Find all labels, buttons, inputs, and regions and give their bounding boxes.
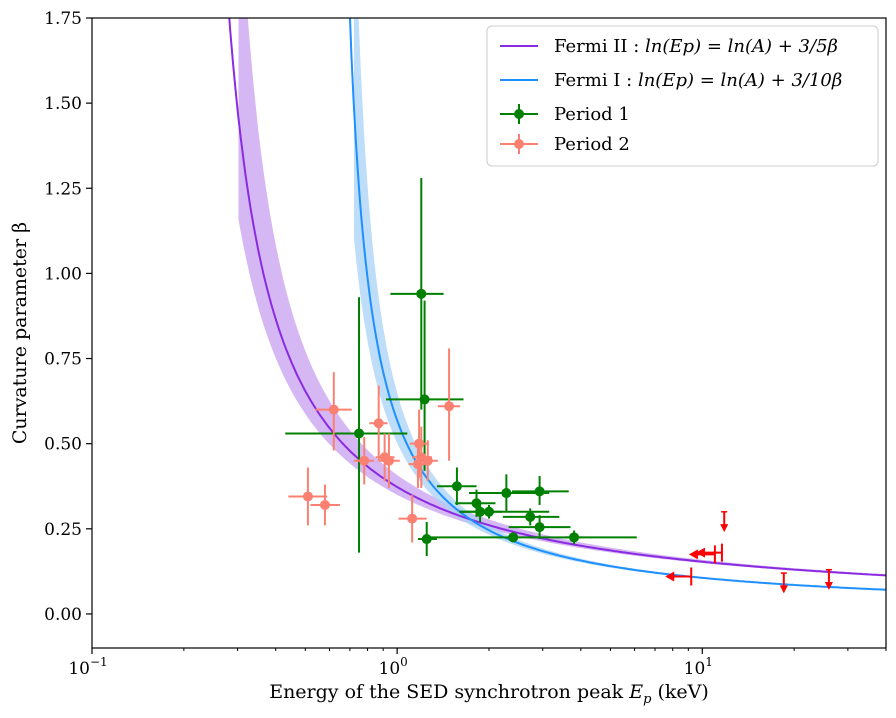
- period-2-marker-6: [302, 491, 313, 502]
- period-1-point-9: [512, 476, 569, 505]
- upper-limits-point-6: [824, 568, 833, 590]
- x-tick-label-0: 10−1: [68, 655, 107, 679]
- period-2-point-7: [310, 484, 341, 526]
- y-axis-label: Curvature parameter β: [9, 222, 31, 444]
- period-2-marker-12: [422, 455, 433, 466]
- y-tick-label-7: 1.75: [44, 9, 82, 29]
- upper-limits-limit-arrow-3: [695, 547, 705, 558]
- period-2-point-5: [353, 436, 375, 485]
- period-1-point-1: [390, 178, 444, 410]
- upper-limits-limit-arrow-2: [688, 549, 698, 560]
- period-2-point-2: [369, 385, 388, 461]
- y-tick-label-3: 0.75: [44, 350, 82, 370]
- period-1-marker-2: [419, 394, 430, 405]
- legend-marker-period2: [500, 134, 538, 154]
- y-tick-label-1: 0.25: [44, 520, 82, 540]
- legend-marker-period1: [500, 104, 538, 124]
- period-1-marker-1: [416, 288, 427, 299]
- period-1-marker-9: [534, 486, 545, 497]
- period-2-marker-13: [407, 513, 418, 524]
- period-2-marker-5: [359, 455, 370, 466]
- period-1-point-2: [386, 300, 464, 471]
- y-tick-label-4: 1.00: [44, 264, 82, 284]
- period-1-marker-12: [484, 506, 494, 517]
- data-points: [285, 178, 833, 594]
- curve-lines: [228, 18, 886, 591]
- period-2-marker-1: [328, 404, 339, 415]
- period-1-marker-10: [525, 511, 536, 522]
- period-1-point-3: [285, 297, 408, 553]
- period-2-point-8: [437, 348, 461, 461]
- axes: 0.00 0.25 0.50 0.75 1.00 1.25 1.50 1.75 10−1 100 1…: [44, 9, 887, 679]
- period-1-marker-11: [534, 522, 545, 533]
- legend: Fermi II : ln(Ep) = ln(A) + 3/5β Fermi I…: [486, 25, 879, 167]
- period-1-marker-4: [421, 534, 432, 545]
- legend-label-period1: Period 1: [554, 104, 630, 125]
- period-2-point-13: [398, 494, 427, 543]
- curve-fermi-i: [349, 18, 886, 591]
- period-1-point-4: [417, 522, 437, 557]
- x-tick-label-1: 100: [379, 655, 408, 679]
- y-tick-label-5: 1.25: [44, 179, 82, 199]
- legend-label-fermi2: Fermi II : ln(Ep) = ln(A) + 3/5β: [554, 36, 838, 57]
- period-2-point-12: [419, 440, 438, 482]
- upper-limits-point-4: [720, 511, 729, 533]
- legend-box: [486, 25, 879, 167]
- x-tick-label-2: 101: [684, 655, 713, 679]
- y-tick-label-2: 0.50: [44, 435, 82, 455]
- period-1-point-5: [436, 467, 477, 505]
- upper-limits-point-3: [695, 543, 723, 562]
- period-1-marker-8: [501, 488, 512, 499]
- y-tick-label-0: 0.00: [44, 605, 82, 625]
- upper-limits-point-1: [665, 567, 693, 586]
- period-2-marker-4: [383, 455, 394, 466]
- period-1-point-14: [427, 532, 637, 543]
- period-2-point-1: [315, 372, 352, 451]
- legend-label-period2: Period 2: [554, 134, 630, 155]
- period-2-point-6: [288, 467, 328, 526]
- upper-limits-limit-arrow-4: [720, 524, 729, 533]
- period-1-marker-14: [508, 532, 519, 543]
- y-tick-label-6: 1.50: [44, 94, 82, 114]
- period-2-marker-9: [414, 438, 425, 449]
- period-1-point-11: [508, 515, 571, 540]
- legend-label-fermi1: Fermi I : ln(Ep) = ln(A) + 3/10β: [554, 70, 842, 91]
- upper-limits-limit-arrow-5: [779, 585, 788, 594]
- period-1-marker-3: [354, 428, 365, 439]
- period-2-marker-8: [444, 401, 455, 412]
- period-1-marker-5: [451, 481, 462, 492]
- period-1-marker-6: [471, 498, 482, 509]
- curve-fermi-ii: [228, 18, 886, 577]
- period-1-point-12: [459, 504, 550, 519]
- period-2-marker-7: [319, 499, 330, 510]
- period-2-point-4: [378, 433, 400, 488]
- upper-limits-limit-arrow-6: [824, 582, 833, 590]
- upper-limits-point-5: [779, 572, 788, 594]
- upper-limits-limit-arrow-1: [665, 571, 675, 582]
- period-2-marker-2: [373, 418, 384, 429]
- x-axis-label: Energy of the SED synchrotron peak Ep (k…: [269, 681, 709, 707]
